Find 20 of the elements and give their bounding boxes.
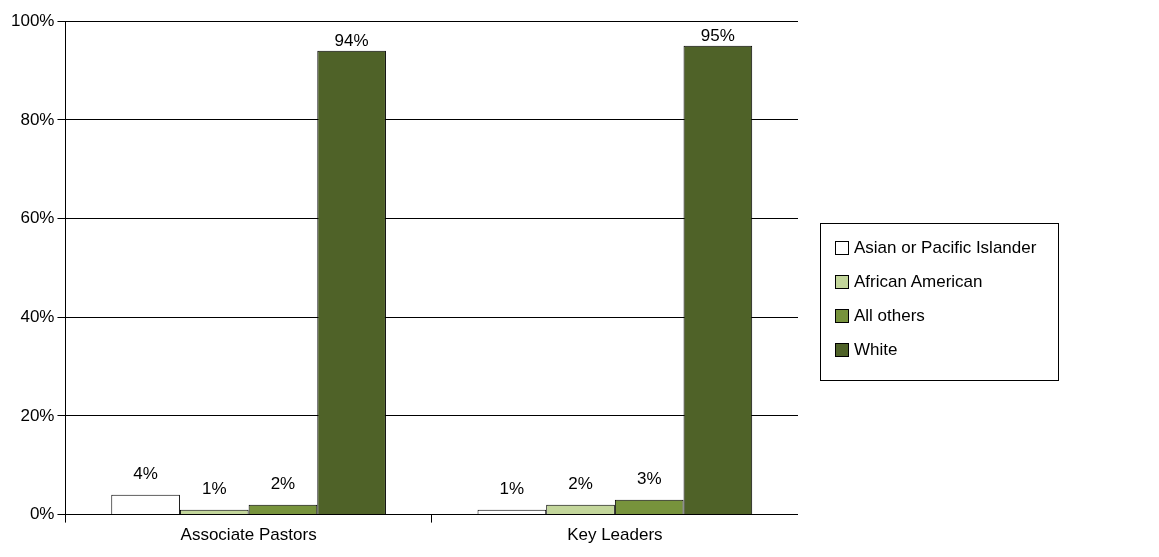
legend-label: White — [854, 340, 898, 360]
legend-label: Asian or Pacific Islander — [854, 238, 1037, 258]
x-tick-label: Key Leaders — [567, 525, 663, 545]
y-tick-label: 40% — [20, 306, 55, 326]
data-label: 2% — [568, 473, 593, 493]
legend-label: African American — [854, 272, 983, 292]
data-label: 95% — [700, 26, 735, 46]
legend-label: All others — [854, 306, 925, 326]
data-label: 1% — [499, 478, 525, 498]
data-label: 1% — [201, 478, 227, 498]
data-label: 2% — [270, 473, 296, 493]
data-label: 3% — [636, 468, 662, 488]
y-tick-label: 20% — [20, 405, 55, 425]
y-tick-label: 0% — [29, 504, 55, 524]
data-label: 4% — [133, 464, 158, 484]
y-tick-label: 100% — [11, 10, 55, 30]
x-tick-label: Associate Pastors — [180, 525, 317, 545]
y-tick-label: 80% — [20, 109, 55, 129]
data-label: 94% — [334, 30, 369, 50]
y-tick-label: 60% — [20, 208, 55, 228]
